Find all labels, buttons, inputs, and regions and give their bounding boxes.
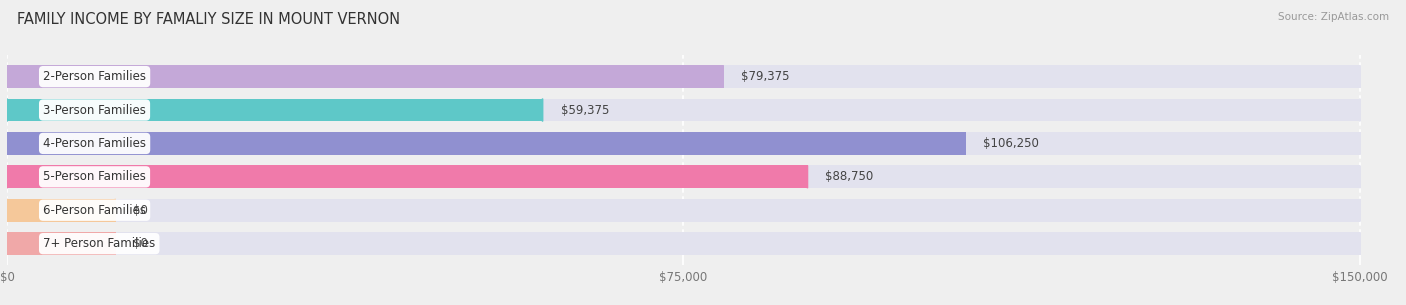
Bar [7,199,115,222]
Bar [7,199,1360,222]
Bar [7,132,1360,155]
Bar [7,166,807,188]
Text: FAMILY INCOME BY FAMALIY SIZE IN MOUNT VERNON: FAMILY INCOME BY FAMALIY SIZE IN MOUNT V… [17,12,399,27]
Text: 5-Person Families: 5-Person Families [44,170,146,183]
Text: $106,250: $106,250 [983,137,1039,150]
Text: Source: ZipAtlas.com: Source: ZipAtlas.com [1278,12,1389,22]
Text: 2-Person Families: 2-Person Families [44,70,146,83]
Text: 4-Person Families: 4-Person Families [44,137,146,150]
Bar [7,99,1360,121]
Bar [7,166,1360,188]
Bar [7,65,1360,88]
Text: 7+ Person Families: 7+ Person Families [44,237,155,250]
Text: $59,375: $59,375 [561,103,609,117]
Text: $88,750: $88,750 [825,170,873,183]
Text: 6-Person Families: 6-Person Families [44,204,146,217]
Bar [7,232,115,255]
Bar [7,65,723,88]
Text: 3-Person Families: 3-Person Families [44,103,146,117]
Bar [7,132,966,155]
Text: $0: $0 [134,237,148,250]
Bar [7,99,543,121]
Text: $79,375: $79,375 [741,70,789,83]
Text: $0: $0 [134,204,148,217]
Bar [7,232,1360,255]
